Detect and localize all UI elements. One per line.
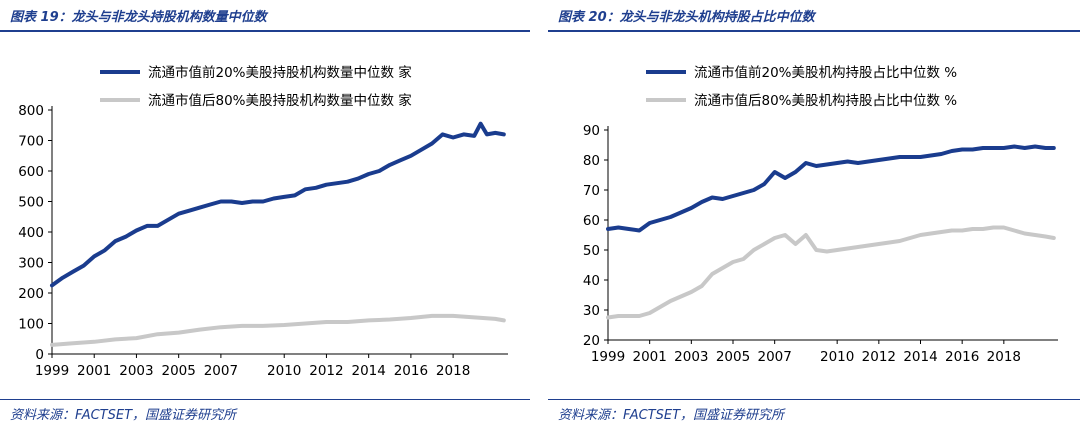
legend-label: 流通市值后80%美股机构持股占比中位数 % [694,92,957,109]
source-note: 资料来源：FACTSET，国盛证券研究所 [558,408,785,423]
title-divider [548,30,1080,32]
source-note: 资料来源：FACTSET，国盛证券研究所 [10,408,237,423]
chart-ownership-share: 20 30 40 50 60 70 80 90 1999 2001 2003 2005 2007 2010… [583,64,1058,365]
y-tick-label: 400 [18,225,44,241]
x-tick-label: 2014 [351,363,385,379]
x-tick-label: 2005 [716,349,750,365]
source-divider [0,399,530,400]
series-line-2 [606,225,1056,320]
x-tick-label: 1999 [35,363,69,379]
chart-institution-count: 0 100 200 300 400 500 600 700 800 1999 2001 2003 200… [18,64,508,379]
y-tick-label: 600 [18,164,44,180]
y-tick-label: 40 [583,273,600,289]
y-tick-label: 60 [583,213,600,229]
x-tick-label: 2003 [119,363,153,379]
x-tick-label: 2016 [394,363,428,379]
y-tick-label: 50 [583,243,600,259]
y-tick-label: 700 [18,134,44,150]
x-tick-label: 2018 [436,363,470,379]
x-tick-label: 2014 [903,349,937,365]
x-tick-label: 2010 [820,349,854,365]
left-chart-panel: 图表 19：龙头与非龙头持股机构数量中位数 0 100 200 300 400 500 60… [0,0,530,430]
x-tick-label: 2016 [945,349,979,365]
y-tick-label: 30 [583,303,600,319]
x-tick-label: 2012 [309,363,343,379]
x-tick-label: 2012 [862,349,896,365]
y-tick-label: 90 [583,123,600,139]
x-tick-label: 2007 [204,363,238,379]
y-tick-label: 70 [583,183,600,199]
x-tick-label: 2007 [757,349,791,365]
series-line-1 [50,121,506,288]
figure-title: 图表 19：龙头与非龙头持股机构数量中位数 [10,10,267,25]
title-divider [0,30,530,32]
series-line-2 [50,313,506,347]
x-tick-label: 2003 [674,349,708,365]
y-tick-label: 500 [18,195,44,211]
series-line-1 [606,144,1056,233]
x-tick-label: 2010 [267,363,301,379]
y-tick-label: 80 [583,153,600,169]
y-tick-label: 20 [583,333,600,349]
y-tick-label: 0 [35,347,44,363]
figure-title: 图表 20：龙头与非龙头机构持股占比中位数 [558,10,815,25]
legend-label: 流通市值后80%美股持股机构数量中位数 家 [148,92,412,109]
x-tick-label: 1999 [591,349,625,365]
source-divider [548,399,1080,400]
x-tick-label: 2005 [161,363,195,379]
x-tick-label: 2001 [77,363,111,379]
x-tick-label: 2018 [987,349,1021,365]
right-chart-panel: 图表 20：龙头与非龙头机构持股占比中位数 20 30 40 50 60 70 80 90 19… [548,0,1080,430]
y-tick-label: 200 [18,286,44,302]
y-tick-label: 100 [18,317,44,333]
legend-label: 流通市值前20%美股机构持股占比中位数 % [694,64,957,81]
y-tick-label: 300 [18,256,44,272]
y-tick-label: 800 [18,103,44,119]
x-tick-label: 2001 [632,349,666,365]
legend-label: 流通市值前20%美股持股机构数量中位数 家 [148,64,412,81]
